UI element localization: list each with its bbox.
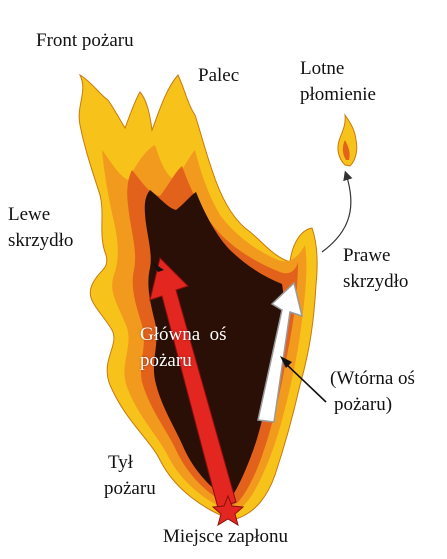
main-axis-pointer	[152, 262, 164, 272]
label-main-axis-line2: pożaru	[140, 350, 192, 371]
label-spot-fire: Lotne płomienie	[300, 56, 376, 108]
label-right-flank-line1: Prawe	[343, 245, 391, 266]
label-rear-line2: pożaru	[104, 478, 156, 499]
secondary-axis-arrow	[257, 281, 304, 423]
label-main-axis-line1: Główna oś	[140, 324, 227, 345]
label-finger: Palec	[198, 65, 240, 86]
secondary-axis-pointer-head	[280, 356, 292, 368]
label-rear-line1: Tył	[108, 452, 134, 473]
label-right-flank: Prawe skrzydło	[343, 243, 408, 295]
spot-fire-arrow	[321, 170, 353, 253]
label-fire-front: Front pożaru	[36, 30, 134, 51]
label-rear: Tył pożaru	[104, 450, 156, 502]
label-ignition-point: Miejsce zapłonu	[163, 526, 289, 547]
label-secondary-axis: (Wtórna oś pożaru)	[330, 366, 415, 418]
burned-core	[144, 190, 284, 499]
label-left-flank-line2: skrzydło	[8, 230, 74, 251]
spot-fire-core	[342, 140, 350, 160]
spot-fire-flame	[337, 113, 358, 167]
ignition-star	[211, 494, 245, 527]
label-spot-fire-line1: Lotne	[300, 58, 345, 79]
secondary-axis-pointer-line	[283, 361, 327, 403]
label-left-flank-line1: Lewe	[8, 204, 51, 225]
main-axis-arrow	[149, 257, 237, 509]
label-left-flank: Lewe skrzydło	[8, 202, 73, 254]
label-main-axis: Główna oś pożaru	[140, 322, 227, 374]
label-spot-fire-line2: płomienie	[300, 84, 376, 105]
label-right-flank-line2: skrzydło	[343, 271, 409, 292]
label-secondary-axis-line1: (Wtórna oś	[330, 368, 415, 389]
label-secondary-axis-line2: pożaru)	[334, 394, 393, 415]
